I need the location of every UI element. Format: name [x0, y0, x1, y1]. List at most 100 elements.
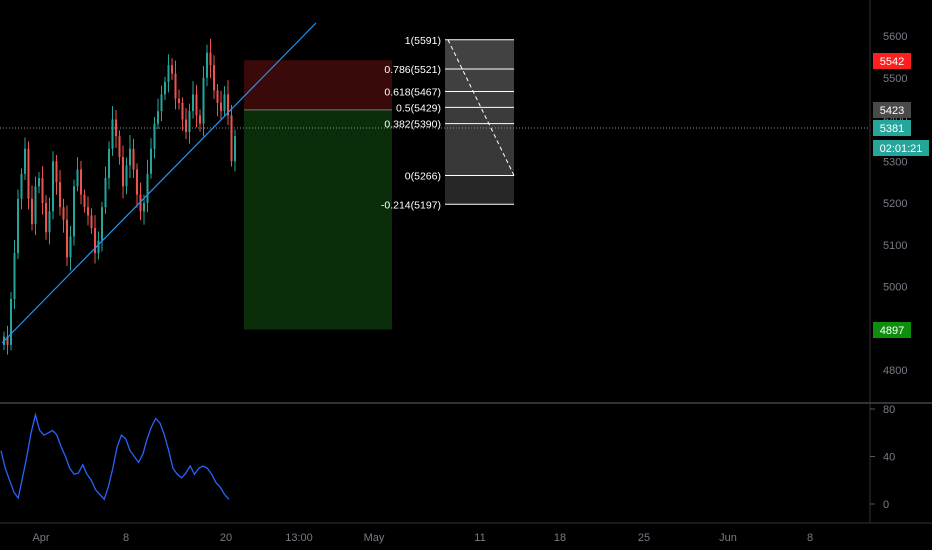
price-label-badge	[873, 53, 911, 69]
candle-up	[192, 94, 194, 112]
time-tick-label: 8	[807, 532, 813, 544]
candle-down	[199, 115, 201, 124]
candle-down	[220, 102, 222, 112]
fibonacci-retracement[interactable]: 1(5591) 0.786(5521) 0.618(5467) 0.5(5429) 0.…	[381, 35, 515, 211]
candle-up	[150, 148, 152, 174]
candle-up	[164, 81, 166, 95]
price-tick-label: 4800	[883, 365, 907, 377]
candle-up	[20, 173, 23, 199]
candle-down	[87, 207, 89, 216]
stop-loss-zone	[244, 60, 392, 110]
candle-up	[76, 169, 79, 187]
indicator-axis[interactable]: 0 40 80	[870, 404, 895, 511]
price-tick-label: 5300	[883, 156, 907, 168]
price-tick-label: 5600	[883, 31, 907, 43]
candle-down	[66, 219, 68, 258]
fib-zone	[445, 175, 514, 205]
candle-up	[24, 148, 26, 174]
trendline[interactable]	[1, 22, 317, 344]
candle-down	[209, 52, 212, 66]
price-label-badge	[873, 120, 911, 136]
candle-down	[216, 90, 219, 103]
candle-up	[146, 173, 149, 203]
price-label-text: 5381	[880, 123, 904, 135]
fib-level-label: 0.786(5521)	[384, 64, 441, 76]
price-label-text: 4897	[880, 325, 904, 337]
price-labels: 5542 5423 5381 02:01:21 4897	[873, 53, 929, 338]
price-label-badge	[873, 322, 911, 338]
fib-zone	[445, 91, 514, 108]
fib-level-label: 0.618(5467)	[384, 87, 441, 99]
candle-up	[160, 94, 163, 112]
candle-up	[234, 136, 236, 162]
candle-down	[80, 169, 82, 195]
candle-down	[59, 182, 61, 208]
candle-up	[69, 236, 72, 258]
rsi-tick-label: 0	[883, 499, 889, 511]
fib-zone	[445, 107, 514, 124]
candle-down	[178, 98, 180, 103]
fib-level-label: -0.214(5197)	[381, 199, 441, 211]
fib-level-label: 0.382(5390)	[384, 119, 441, 131]
candle-down	[90, 215, 93, 229]
candle-up	[101, 207, 103, 241]
rsi-line	[0, 412, 230, 501]
candle-up	[157, 111, 159, 124]
fib-zone	[445, 39, 514, 69]
candle-up	[223, 94, 226, 112]
candle-down	[55, 161, 58, 183]
candle-up	[206, 52, 208, 78]
candle-down	[41, 177, 44, 203]
candle-up	[52, 161, 54, 212]
time-tick-label: 11	[474, 532, 485, 544]
candle-up	[104, 177, 107, 208]
candle-down	[230, 115, 233, 162]
candle-up	[143, 203, 145, 212]
candle-up	[108, 148, 110, 178]
candle-down	[122, 157, 124, 187]
fib-zone	[445, 68, 514, 92]
candle-down	[27, 148, 30, 199]
time-tick-label: 13:00	[285, 532, 313, 544]
time-tick-label: 20	[220, 532, 232, 544]
candle-down	[31, 198, 33, 224]
candle-up	[17, 198, 19, 254]
fib-zone	[445, 123, 514, 176]
price-tick-label: 5000	[883, 282, 907, 294]
candle-down	[171, 65, 173, 74]
time-tick-label: 25	[638, 532, 650, 544]
candle-up	[48, 211, 51, 233]
candle-up	[73, 186, 75, 237]
candle-up	[202, 77, 205, 124]
candle-up	[125, 165, 128, 187]
time-axis[interactable]: Apr 8 20 13:00 May 11 18 25 Jun 8	[32, 532, 813, 544]
candle-down	[195, 94, 198, 116]
time-tick-label: 8	[123, 532, 129, 544]
candle-up	[167, 65, 170, 82]
candle-up	[153, 123, 156, 149]
time-tick-label: 18	[554, 532, 566, 544]
fib-level-label: 1(5591)	[405, 35, 441, 47]
candle-down	[181, 102, 184, 120]
candle-down	[174, 73, 177, 99]
candle-up	[188, 111, 191, 133]
candle-up	[111, 119, 114, 149]
candle-up	[10, 299, 12, 345]
candle-up	[34, 186, 37, 224]
candle-down	[6, 336, 9, 345]
candle-up	[38, 177, 40, 187]
position-zones[interactable]	[244, 60, 392, 330]
candle-down	[83, 194, 86, 208]
price-label-badge	[873, 102, 911, 118]
candle-up	[13, 253, 16, 300]
price-tick-label: 5200	[883, 198, 907, 210]
candle-down	[185, 119, 187, 133]
candle-down	[94, 228, 96, 254]
candle-down	[115, 119, 117, 137]
rsi-tick-label: 80	[883, 404, 895, 416]
price-tick-label: 5100	[883, 240, 907, 252]
candle-up	[129, 148, 131, 166]
price-label-text: 02:01:21	[880, 143, 923, 155]
candle-down	[136, 169, 138, 195]
